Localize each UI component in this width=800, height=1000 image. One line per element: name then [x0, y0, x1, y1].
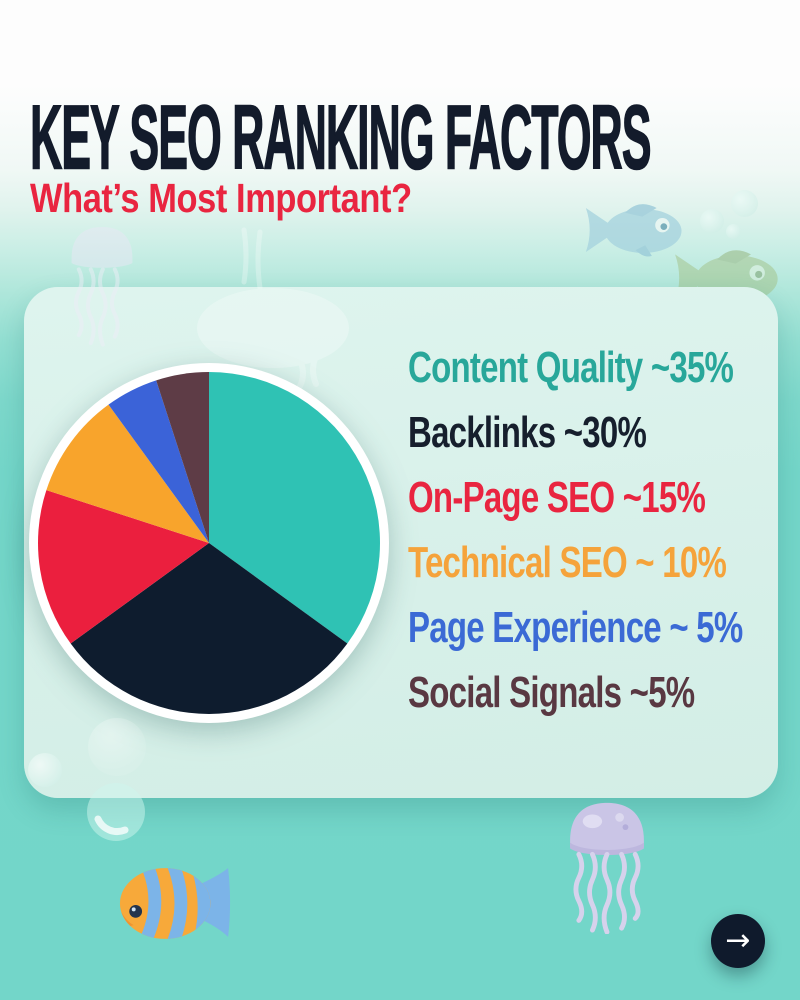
chart-legend: Content Quality ~35% Backlinks ~30% On-P… [408, 336, 778, 725]
bubble-icon [731, 190, 758, 217]
legend-item-page-experience: Page Experience ~ 5% [408, 603, 743, 652]
pie-chart [29, 363, 389, 723]
legend-item-backlinks: Backlinks ~30% [408, 408, 647, 458]
pie-slice-on-page-seo [38, 490, 210, 644]
legend-item-content-quality: Content Quality ~35% [408, 343, 734, 393]
legend-item-technical-seo: Technical SEO ~ 10% [408, 538, 727, 588]
arrow-right-icon: → [725, 923, 751, 958]
legend-item-on-page-seo: On-Page SEO ~15% [408, 473, 706, 523]
next-button[interactable]: → [711, 914, 765, 968]
fish-icon [585, 204, 682, 257]
pie-slice-page-experience [108, 380, 209, 543]
page-subtitle: What’s Most Important? [30, 175, 412, 221]
tropical-fish-icon [119, 868, 231, 939]
legend-item-social-signals: Social Signals ~5% [408, 667, 695, 717]
bubble-icon [726, 224, 741, 239]
bubble-icon [700, 209, 724, 233]
pie-slice-social-signals [156, 372, 209, 543]
pie-slice-content-quality [209, 372, 380, 644]
jellyfish-icon [570, 802, 644, 934]
pie-slice-backlinks [70, 543, 348, 714]
pie-slice-technical-seo [46, 404, 210, 543]
page-title: KEY SEO RANKING FACTORS [30, 86, 652, 189]
